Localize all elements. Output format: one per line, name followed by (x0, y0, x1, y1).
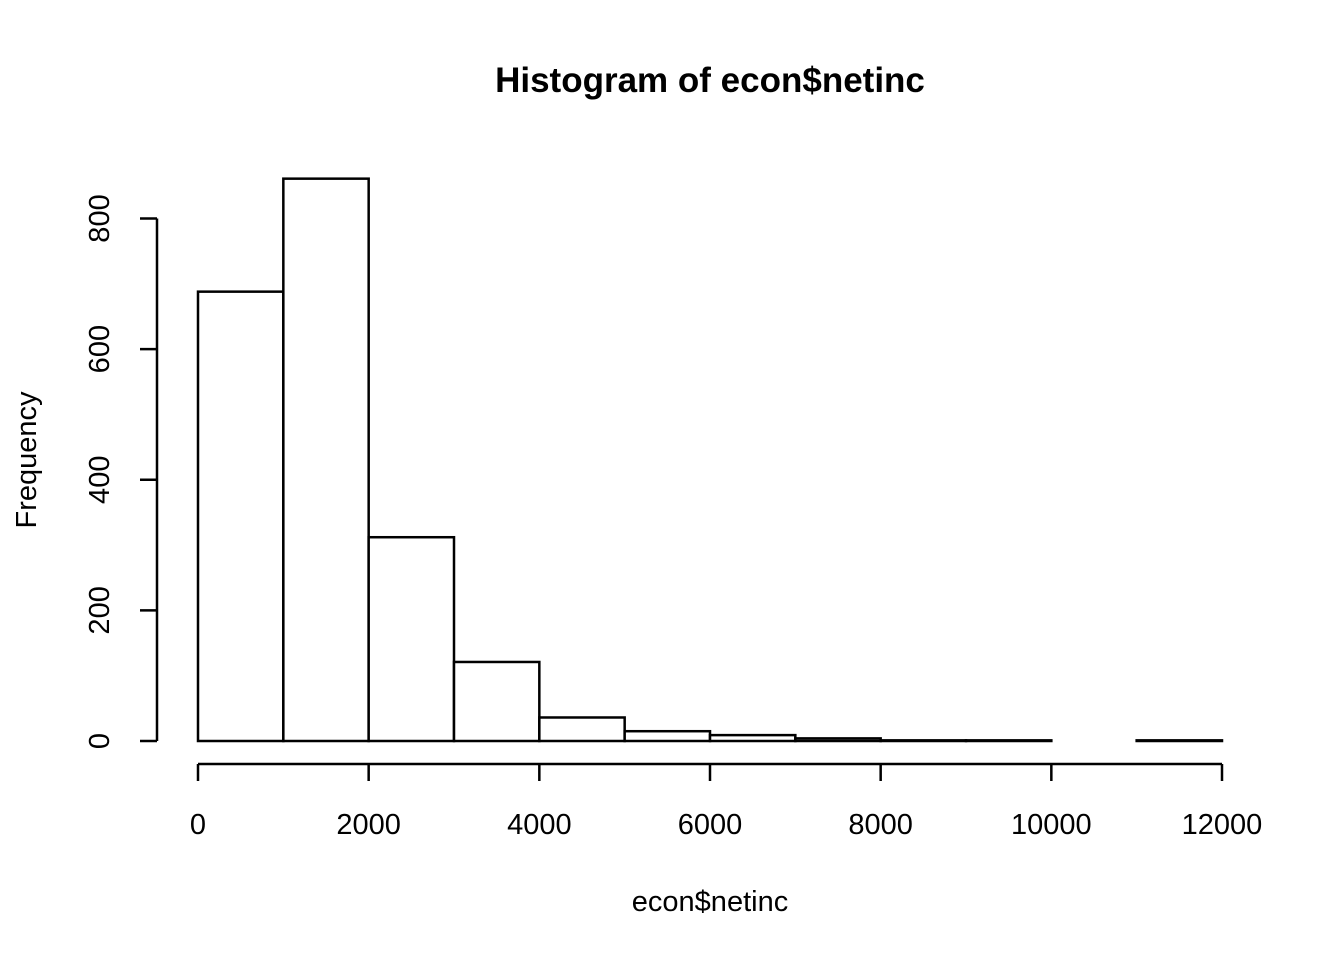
chart-title: Histogram of econ$netinc (495, 61, 925, 100)
histogram-bar (196, 290, 285, 743)
histogram-bar (367, 535, 456, 743)
x-axis-label: econ$netinc (632, 886, 788, 918)
y-tick-label: 200 (84, 586, 116, 634)
x-tick-label: 12000 (1182, 809, 1263, 841)
histogram-bar (879, 739, 968, 743)
x-tick-label: 6000 (678, 809, 743, 841)
histogram-bar (282, 177, 370, 743)
x-tick-label: 0 (190, 809, 206, 841)
y-tick-label: 400 (84, 456, 116, 504)
histogram-bar (708, 733, 797, 743)
histogram-bar (1135, 739, 1224, 743)
histogram-bar (794, 737, 882, 743)
x-tick-label: 8000 (848, 809, 913, 841)
histogram-bar (538, 716, 626, 743)
y-axis-label: Frequency (11, 391, 43, 529)
x-tick-label: 2000 (336, 809, 401, 841)
x-tick-label: 10000 (1011, 809, 1092, 841)
histogram-bar (623, 729, 712, 743)
bars-group (196, 177, 1224, 743)
y-tick-label: 0 (84, 733, 116, 749)
x-tick-label: 4000 (507, 809, 572, 841)
x-axis: 0 2000 4000 6000 8000 10000 12000 (190, 762, 1263, 841)
histogram-bar (964, 739, 1053, 743)
y-tick-label: 600 (84, 325, 116, 373)
histogram-bar (452, 660, 541, 743)
y-tick-label: 800 (84, 194, 116, 242)
y-axis: 0 200 400 600 800 (84, 194, 159, 749)
